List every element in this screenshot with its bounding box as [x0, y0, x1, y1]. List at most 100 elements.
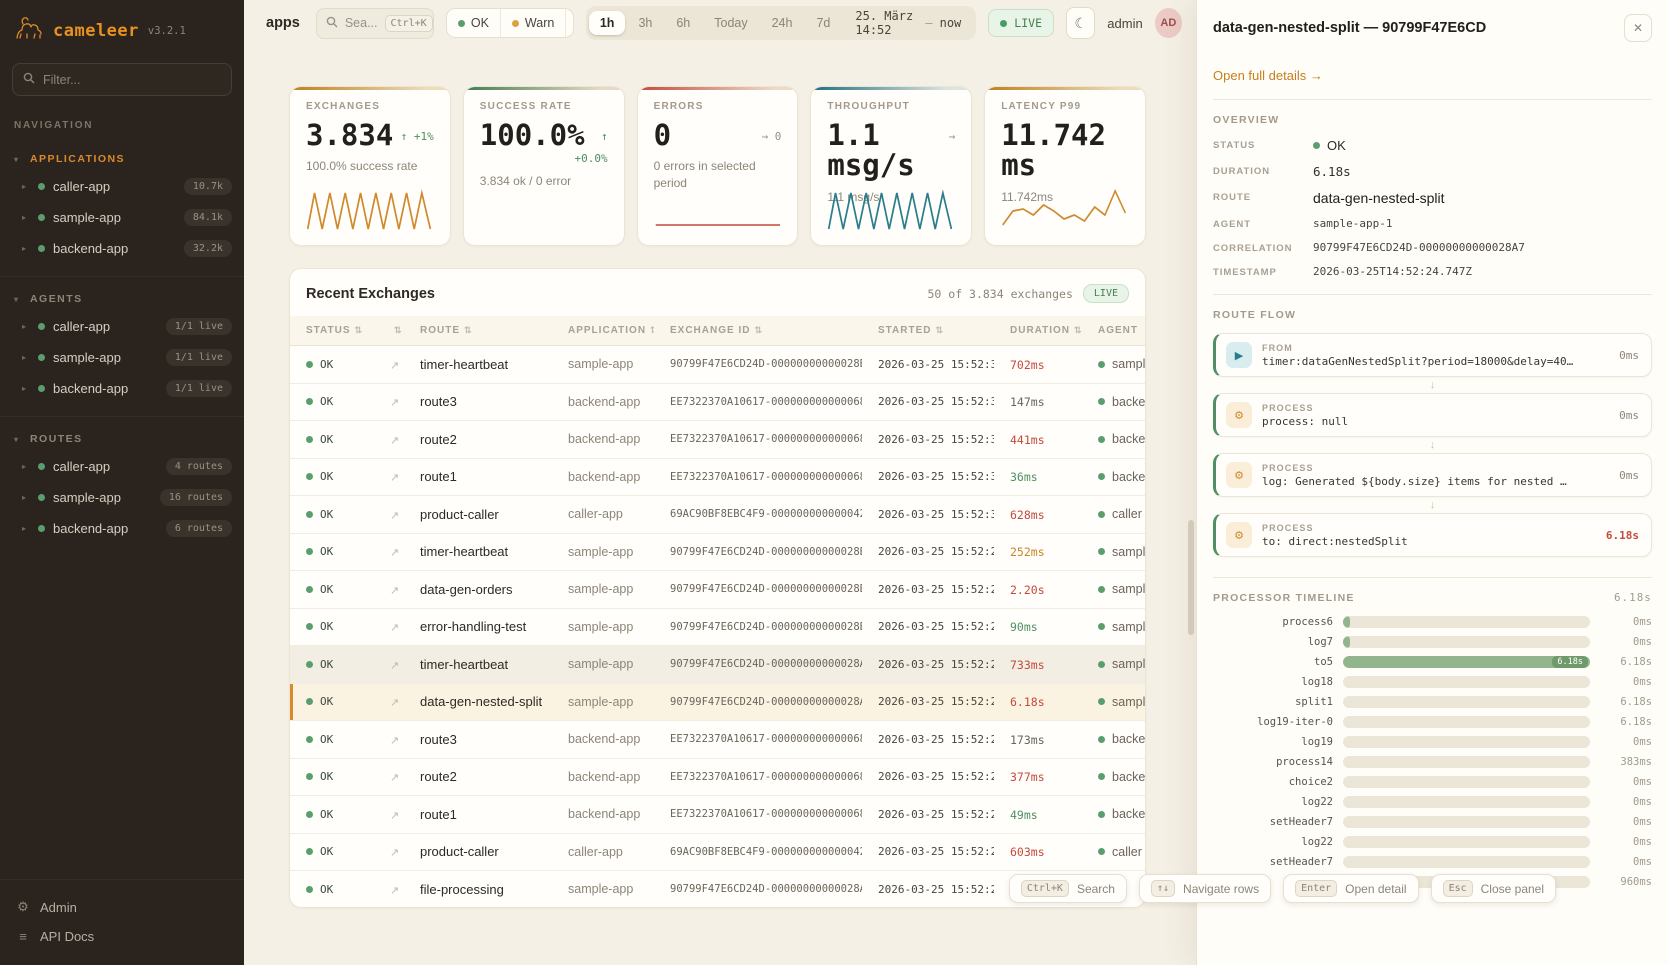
- range-button[interactable]: 1h: [588, 11, 626, 35]
- theme-toggle[interactable]: ☾: [1066, 7, 1096, 39]
- open-exchange-icon[interactable]: ↗: [390, 622, 400, 635]
- agent-cell: caller: [1098, 507, 1142, 521]
- processor-name: log22: [1301, 836, 1333, 848]
- duration-cell: 733ms: [1010, 657, 1045, 672]
- open-exchange-icon[interactable]: ↗: [390, 584, 400, 597]
- sidebar-item-route[interactable]: ▸ backend-app 6 routes: [0, 513, 244, 544]
- sidebar-item-route[interactable]: ▸ caller-app 4 routes: [0, 451, 244, 482]
- avatar[interactable]: AD: [1154, 8, 1183, 38]
- processor-duration: 6.18s: [1620, 716, 1652, 728]
- range-button[interactable]: 3h: [638, 16, 653, 30]
- column-header-started[interactable]: STARTED ⇅: [862, 316, 994, 346]
- route-flow-step[interactable]: ⚙ PROCESS log: Generated ${body.size} it…: [1213, 453, 1652, 497]
- sidebar-filter-input[interactable]: [43, 72, 221, 87]
- timeline-row: log22 0ms: [1213, 836, 1652, 848]
- open-exchange-icon[interactable]: ↗: [390, 359, 400, 372]
- agents-header[interactable]: ▾ AGENTS: [14, 293, 83, 305]
- open-exchange-icon[interactable]: ↗: [390, 809, 400, 822]
- sidebar-item-agent[interactable]: ▸ caller-app 1/1 live: [0, 311, 244, 342]
- chevron-down-icon: ▾: [14, 434, 20, 444]
- agent-status-dot: [1098, 810, 1105, 818]
- status-filter-chip[interactable]: Warn: [499, 9, 565, 37]
- sidebar-item-application[interactable]: ▸ sample-app 84.1k: [0, 202, 244, 233]
- range-button[interactable]: Today: [714, 16, 748, 30]
- sidebar-filter[interactable]: [12, 63, 232, 96]
- duration-cell: 702ms: [1010, 357, 1045, 372]
- started-cell: 2026-03-25 15:52:24: [862, 683, 994, 721]
- applications-header[interactable]: ▾ APPLICATIONS: [14, 153, 126, 165]
- sidebar-item-api-docs[interactable]: ≡ API Docs: [0, 922, 244, 951]
- status-dot: [306, 810, 313, 818]
- sidebar-item-label: backend-app: [53, 381, 129, 396]
- chevron-right-icon: ▸: [22, 322, 27, 331]
- table-row[interactable]: OK ↗ product-caller caller-app 69AC90BF8…: [290, 833, 1145, 871]
- open-exchange-icon[interactable]: ↗: [390, 434, 400, 447]
- sidebar-item-agent[interactable]: ▸ backend-app 1/1 live: [0, 373, 244, 404]
- column-header-agent[interactable]: AGENT: [1082, 316, 1145, 346]
- timeline-total: 6.18s: [1614, 592, 1652, 604]
- open-exchange-icon[interactable]: ↗: [390, 472, 400, 485]
- route-flow-step[interactable]: ⚙ PROCESS to: direct:nestedSplit 6.18s: [1213, 513, 1652, 557]
- open-exchange-icon[interactable]: ↗: [390, 772, 400, 785]
- sidebar-item-agent[interactable]: ▸ sample-app 1/1 live: [0, 342, 244, 373]
- agent-cell: backen: [1098, 470, 1145, 484]
- table-row[interactable]: OK ↗ route2 backend-app EE7322370A10617-…: [290, 420, 1145, 459]
- open-exchange-icon[interactable]: ↗: [390, 509, 400, 522]
- route-cell: route1: [404, 458, 552, 496]
- open-exchange-icon[interactable]: ↗: [390, 847, 400, 860]
- live-toggle[interactable]: LIVE: [988, 9, 1054, 37]
- table-row[interactable]: OK ↗ route3 backend-app EE7322370A10617-…: [290, 720, 1145, 759]
- open-exchange-icon[interactable]: ↗: [390, 697, 400, 710]
- open-full-details-link[interactable]: Open full details →: [1213, 68, 1323, 83]
- table-row[interactable]: OK ↗ data-gen-orders sample-app 90799F47…: [290, 570, 1145, 609]
- column-header-application[interactable]: APPLICATION⇅: [552, 316, 654, 346]
- sidebar-item-application[interactable]: ▸ caller-app 10.7k: [0, 171, 244, 202]
- status-cell: OK: [306, 770, 366, 783]
- open-exchange-icon[interactable]: ↗: [390, 547, 400, 560]
- main-scrollbar[interactable]: [1188, 520, 1194, 635]
- table-row[interactable]: OK ↗ timer-heartbeat sample-app 90799F47…: [290, 645, 1145, 684]
- routes-header[interactable]: ▾ ROUTES: [14, 433, 83, 445]
- sidebar-item-application[interactable]: ▸ backend-app 32.2k: [0, 233, 244, 264]
- throughput-sparkline: [827, 185, 955, 237]
- table-row[interactable]: OK ↗ data-gen-nested-split sample-app 90…: [290, 683, 1145, 721]
- table-row[interactable]: OK ↗ timer-heartbeat sample-app 90799F47…: [290, 345, 1145, 384]
- status-cell: OK: [306, 845, 366, 858]
- metric-card-exchanges: EXCHANGES 3.834 ↑ +1% 100.0% success rat…: [289, 86, 451, 246]
- route-flow-step[interactable]: ⚙ PROCESS process: null 0ms: [1213, 393, 1652, 437]
- column-header-duration[interactable]: DURATION ⇅: [994, 316, 1082, 346]
- timeline-row: log19 0ms: [1213, 736, 1652, 748]
- table-row[interactable]: OK ↗ route1 backend-app EE7322370A10617-…: [290, 795, 1145, 834]
- open-exchange-icon[interactable]: ↗: [390, 659, 400, 672]
- column-header-exchange-id[interactable]: EXCHANGE ID ⇅: [654, 316, 862, 346]
- table-row[interactable]: OK ↗ product-caller caller-app 69AC90BF8…: [290, 495, 1145, 534]
- sidebar-item-route[interactable]: ▸ sample-app 16 routes: [0, 482, 244, 513]
- column-header-trend[interactable]: ⇅: [374, 316, 404, 346]
- table-row[interactable]: OK ↗ route2 backend-app EE7322370A10617-…: [290, 758, 1145, 796]
- exchange-id-cell: EE7322370A10617-0000000000000688: [654, 758, 862, 796]
- range-button[interactable]: 24h: [771, 16, 793, 30]
- processor-name: log19-iter-0: [1257, 716, 1333, 728]
- date-range[interactable]: 25. März 14:52 — now: [855, 9, 962, 37]
- range-button[interactable]: 6h: [676, 16, 691, 30]
- status-filter-chip[interactable]: E: [565, 9, 573, 37]
- sidebar-item-admin[interactable]: ⚙ Admin: [17, 899, 77, 915]
- route-flow-step[interactable]: ▶ FROM timer:dataGenNestedSplit?period=1…: [1213, 333, 1652, 377]
- open-exchange-icon[interactable]: ↗: [390, 397, 400, 410]
- table-row[interactable]: OK ↗ route3 backend-app EE7322370A10617-…: [290, 383, 1145, 421]
- status-filter-chip[interactable]: OK: [447, 9, 500, 37]
- search-icon: [326, 16, 338, 31]
- open-exchange-icon[interactable]: ↗: [390, 884, 400, 897]
- shortcut-label: Open detail: [1345, 881, 1407, 896]
- column-header-route[interactable]: ROUTE ⇅: [404, 316, 552, 346]
- route-cell: product-caller: [404, 833, 552, 871]
- column-header-status[interactable]: STATUS ⇅: [290, 316, 374, 346]
- search-box[interactable]: Sea... Ctrl+K: [315, 7, 434, 39]
- shortcut-hint: Ctrl+K Search: [1008, 874, 1127, 903]
- table-row[interactable]: OK ↗ timer-heartbeat sample-app 90799F47…: [290, 533, 1145, 571]
- range-button[interactable]: 7d: [816, 16, 831, 30]
- table-row[interactable]: OK ↗ error-handling-test sample-app 9079…: [290, 608, 1145, 646]
- table-row[interactable]: OK ↗ route1 backend-app EE7322370A10617-…: [290, 458, 1145, 496]
- close-panel-button[interactable]: ✕: [1624, 14, 1652, 42]
- open-exchange-icon[interactable]: ↗: [390, 734, 400, 747]
